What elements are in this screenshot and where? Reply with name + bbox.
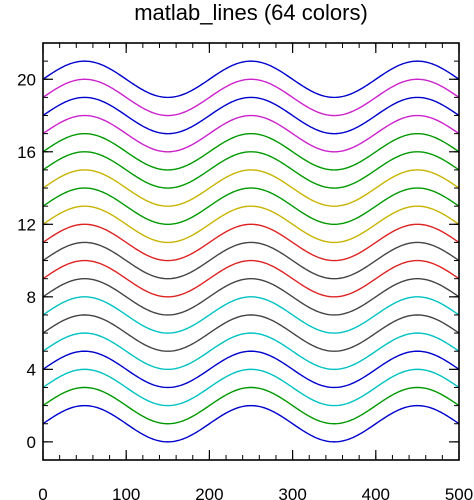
x-tick-label: 200 [195, 485, 223, 500]
series-line-2 [42, 386, 460, 425]
series-line-8 [42, 277, 460, 316]
y-tick-label: 0 [27, 433, 36, 452]
series-line-20 [42, 60, 460, 99]
y-tick-label: 20 [17, 70, 36, 89]
series-line-1 [42, 404, 460, 443]
y-tick-label: 12 [17, 215, 36, 234]
series-line-6 [42, 314, 460, 352]
series-line-9 [42, 259, 460, 298]
series-line-16 [42, 132, 460, 171]
series-line-13 [42, 187, 460, 226]
x-tick-label: 500 [445, 485, 473, 500]
axes-layer: 0 100 200 300 400 500 0 4 8 12 16 20 [17, 43, 473, 500]
x-tick-label: 100 [112, 485, 140, 500]
series-line-7 [42, 296, 460, 334]
y-tick-label: 16 [17, 143, 36, 162]
series-line-4 [42, 350, 460, 389]
series-line-10 [42, 241, 460, 280]
x-tick-label: 400 [362, 485, 390, 500]
series-line-14 [42, 169, 460, 207]
series-line-3 [42, 368, 460, 407]
series-line-5 [42, 332, 460, 371]
series-line-12 [42, 205, 460, 244]
y-tick-label: 4 [27, 360, 36, 379]
series-line-17 [42, 114, 460, 153]
series-layer [42, 60, 460, 443]
series-line-11 [42, 223, 460, 262]
chart-title: matlab_lines (64 colors) [134, 0, 368, 25]
y-tick-label: 8 [27, 288, 36, 307]
series-line-15 [42, 151, 460, 189]
series-line-19 [42, 78, 460, 117]
x-tick-label: 0 [38, 485, 47, 500]
series-line-18 [42, 96, 460, 135]
x-tick-label: 300 [278, 485, 306, 500]
plot-frame [42, 42, 460, 461]
